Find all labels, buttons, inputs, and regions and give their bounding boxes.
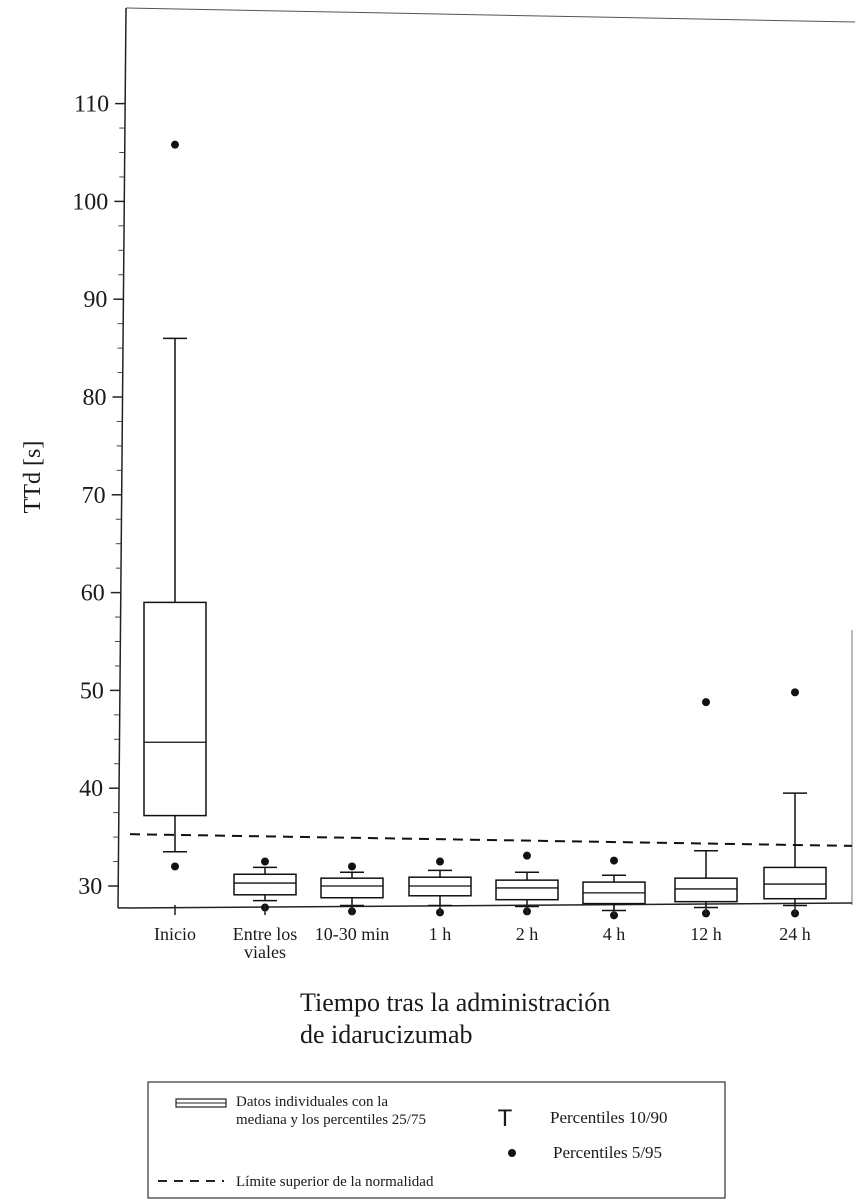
x-category-label: 1 h <box>429 924 452 944</box>
p5-dot <box>171 862 179 871</box>
p5-dot <box>610 911 618 920</box>
legend: Datos individuales con la mediana y los … <box>147 1081 726 1199</box>
legend-whisker-glyph: T <box>498 1105 513 1132</box>
iqr-box <box>495 879 559 901</box>
y-tick-label: 90 <box>83 287 107 313</box>
box-item <box>408 857 472 917</box>
iqr-box <box>763 866 827 900</box>
box-item <box>674 698 738 918</box>
reference-line-group <box>129 833 853 847</box>
p95-dot <box>791 688 799 697</box>
box-item <box>233 857 297 915</box>
legend-box-label-line-1: Datos individuales con la <box>236 1094 388 1110</box>
p95-dot <box>610 856 618 865</box>
box-series <box>143 140 827 920</box>
x-axis-line <box>117 902 853 909</box>
legend-box-label-line-2: mediana y los percentiles 25/75 <box>236 1112 426 1128</box>
y-tick-label: 60 <box>81 581 105 607</box>
p95-dot <box>348 862 356 871</box>
box-item <box>495 851 559 916</box>
x-category-label: Inicio <box>154 924 196 944</box>
y-axis-title: TTd [s] <box>20 441 46 514</box>
x-category-label: Entre los <box>233 924 298 944</box>
x-axis-title-line-2: de idarucizumab <box>300 1020 473 1049</box>
top-border <box>125 7 856 23</box>
iqr-box <box>320 877 384 899</box>
p95-dot <box>171 140 179 149</box>
legend-whisker-label: Percentiles 10/90 <box>550 1108 668 1127</box>
x-axis-title-line-1: Tiempo tras la administración <box>300 988 610 1017</box>
y-tick-label: 70 <box>82 483 106 509</box>
y-tick-label: 30 <box>78 874 102 900</box>
reference-line <box>129 833 853 847</box>
y-tick-label: 50 <box>80 678 104 704</box>
y-tick-label: 40 <box>79 776 103 802</box>
y-axis-ticks: 30 40 50 60 70 80 90 100 110 <box>72 92 126 900</box>
y-tick-label: 100 <box>72 189 108 215</box>
iqr-box <box>143 601 207 817</box>
legend-dot-marker <box>508 1149 516 1157</box>
y-tick-label: 110 <box>74 92 109 118</box>
legend-line-label: Límite superior de la normalidad <box>236 1174 434 1190</box>
iqr-box <box>233 873 297 896</box>
iqr-box <box>674 877 738 903</box>
p95-dot <box>523 851 531 860</box>
x-category-label: 2 h <box>516 924 539 944</box>
x-category-label: 24 h <box>779 924 811 944</box>
x-category-label: 4 h <box>603 924 626 944</box>
box-item <box>143 140 207 915</box>
box-item <box>582 856 646 920</box>
y-axis-line <box>117 7 127 909</box>
box-item <box>320 862 384 916</box>
x-category-label: viales <box>244 942 286 962</box>
p95-dot <box>702 698 710 707</box>
p95-dot <box>261 857 269 866</box>
plot-frame <box>117 7 856 909</box>
y-tick-label: 80 <box>83 385 107 411</box>
x-category-label: 12 h <box>690 924 722 944</box>
x-category-label: 10-30 min <box>315 924 390 944</box>
legend-dot-label: Percentiles 5/95 <box>553 1143 662 1162</box>
box-item <box>763 688 827 918</box>
legend-frame <box>147 1081 726 1199</box>
p95-dot <box>436 857 444 866</box>
